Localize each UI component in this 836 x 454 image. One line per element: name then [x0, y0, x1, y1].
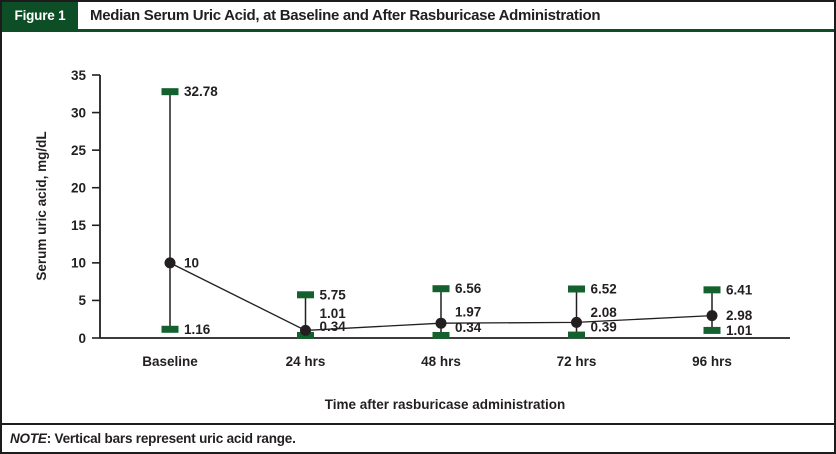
range-cap-min	[432, 331, 450, 339]
figure-number-badge: Figure 1	[2, 2, 78, 29]
value-label-median: 2.08	[591, 305, 618, 320]
value-label-max: 5.75	[320, 287, 347, 302]
y-axis-title: Serum uric acid, mg/dL	[34, 131, 49, 280]
figure-header: Figure 1 Median Serum Uric Acid, at Base…	[2, 2, 834, 29]
range-cap-max	[161, 88, 179, 96]
chart-area: 0 5 10 15 20 25 30 35 Serum uric acid, mg/dL Base…	[2, 32, 834, 423]
value-label-median: 1.01	[320, 306, 347, 321]
note-text: : Vertical bars represent uric acid rang…	[46, 431, 296, 446]
y-tick-label: 10	[71, 256, 86, 271]
range-cap-max	[703, 286, 721, 294]
value-label-min: 1.01	[726, 323, 753, 338]
x-category-label: 48 hrs	[421, 354, 461, 369]
median-point	[164, 257, 176, 269]
value-label-max: 32.78	[184, 84, 218, 99]
y-tick-label: 35	[71, 68, 87, 83]
value-label-min: 0.34	[455, 320, 482, 335]
value-label-median: 2.98	[726, 308, 753, 323]
median-point	[706, 310, 718, 322]
range-cap-min	[703, 326, 721, 334]
figure-title: Median Serum Uric Acid, at Baseline and …	[90, 7, 601, 24]
median-point	[435, 317, 447, 329]
y-tick-label: 25	[71, 143, 87, 158]
value-label-min: 1.16	[184, 322, 211, 337]
range-cap-min	[161, 325, 179, 333]
y-tick-label: 0	[78, 331, 86, 346]
value-label-min: 0.34	[320, 319, 347, 334]
y-tick-label: 20	[71, 181, 86, 196]
header-rule	[2, 29, 834, 32]
figure-note: NOTE: Vertical bars represent uric acid …	[2, 423, 834, 452]
x-axis-title: Time after rasburicase administration	[325, 397, 566, 412]
range-cap-max	[568, 285, 585, 293]
value-label-median: 10	[184, 255, 199, 270]
value-label-min: 0.39	[591, 320, 617, 335]
y-tick-label: 5	[78, 293, 86, 308]
range-cap-max	[432, 285, 450, 293]
y-tick-label: 30	[71, 105, 86, 120]
value-label-max: 6.52	[591, 282, 617, 297]
uric-acid-line-chart: 0 5 10 15 20 25 30 35 Serum uric acid, mg/dL Base…	[34, 68, 790, 412]
x-category-label: Baseline	[142, 354, 198, 369]
x-category-label: 24 hrs	[286, 354, 326, 369]
value-label-max: 6.56	[455, 281, 482, 296]
range-cap-min	[568, 331, 585, 339]
value-label-max: 6.41	[726, 282, 753, 297]
x-category-label: 96 hrs	[692, 354, 732, 369]
y-tick-label: 15	[71, 218, 87, 233]
x-category-label: 72 hrs	[557, 354, 597, 369]
note-prefix: NOTE	[10, 431, 47, 446]
value-label-median: 1.97	[455, 305, 481, 320]
range-cap-max	[297, 291, 314, 299]
median-point	[300, 324, 311, 336]
median-point	[571, 316, 582, 328]
